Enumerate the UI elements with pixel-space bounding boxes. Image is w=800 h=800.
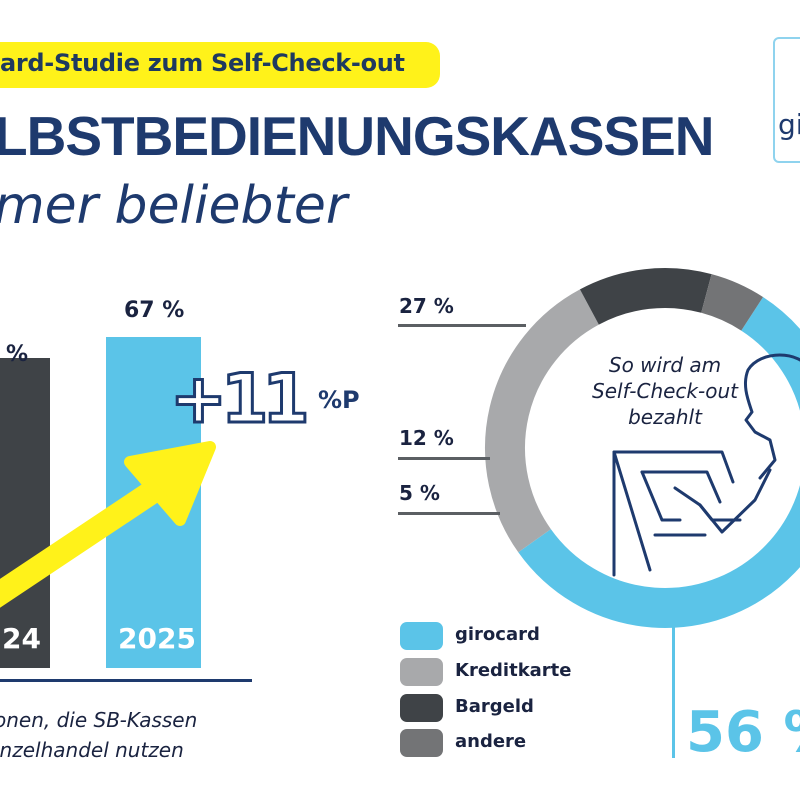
legend-label-kreditkarte: Kreditkarte <box>455 660 572 681</box>
donut-slice-bargeld <box>579 268 712 325</box>
chart-baseline <box>0 679 252 682</box>
legend-label-andere: andere <box>455 731 527 752</box>
study-badge-text: ard-Studie zum Self-Check-out <box>0 49 405 77</box>
label-andere: 5 % <box>399 481 440 505</box>
center-line-1: So wird am <box>608 353 722 377</box>
page-title: LBSTBEDIENUNGSKASSEN <box>0 105 715 167</box>
increase-unit: %P <box>318 386 360 414</box>
legend-swatch-bargeld <box>400 694 443 722</box>
legend-swatch-kreditkarte <box>400 658 443 686</box>
center-line-3: bezahlt <box>628 405 702 429</box>
leader-bargeld <box>398 457 490 460</box>
bar-2024-value: 56 % <box>0 342 28 367</box>
donut-slice-kreditkarte <box>485 289 600 553</box>
increase-value: +11 <box>170 360 305 439</box>
leader-andere <box>398 512 500 515</box>
bar-2025-value: 67 % <box>124 298 185 323</box>
bar-2024 <box>0 358 50 668</box>
kiosk-woman-illustration <box>612 353 800 577</box>
label-kreditkarte: 27 % <box>399 294 454 318</box>
page-subtitle: mer beliebter <box>0 176 348 236</box>
donut-center-text: So wird am Self-Check-out bezahlt <box>545 352 785 430</box>
leader-kreditkarte <box>398 324 526 327</box>
label-bargeld: 12 % <box>399 426 454 450</box>
legend-label-girocard: girocard <box>455 624 540 645</box>
label-girocard: 56 % <box>686 700 800 765</box>
logo-text: gi <box>778 108 800 141</box>
legend-swatch-andere <box>400 729 443 757</box>
bar-2025-label: 2025 <box>118 622 196 655</box>
increase-annotation: +11 %P <box>169 359 360 441</box>
legend-swatch-girocard <box>400 622 443 650</box>
caption-line-1: onen, die SB-Kassen <box>0 708 198 732</box>
caption-line-2: inzelhandel nutzen <box>0 738 184 762</box>
girocard-logo <box>773 37 800 163</box>
donut-slice-girocard <box>518 297 800 628</box>
study-badge <box>0 42 440 88</box>
legend-label-bargeld: Bargeld <box>455 696 534 717</box>
bar-2024-label: 24 <box>2 622 41 655</box>
leader-girocard <box>672 625 675 758</box>
donut-slice-andere <box>700 274 764 331</box>
center-line-2: Self-Check-out <box>592 379 738 403</box>
donut-chart <box>485 268 800 628</box>
growth-arrow <box>0 441 216 608</box>
